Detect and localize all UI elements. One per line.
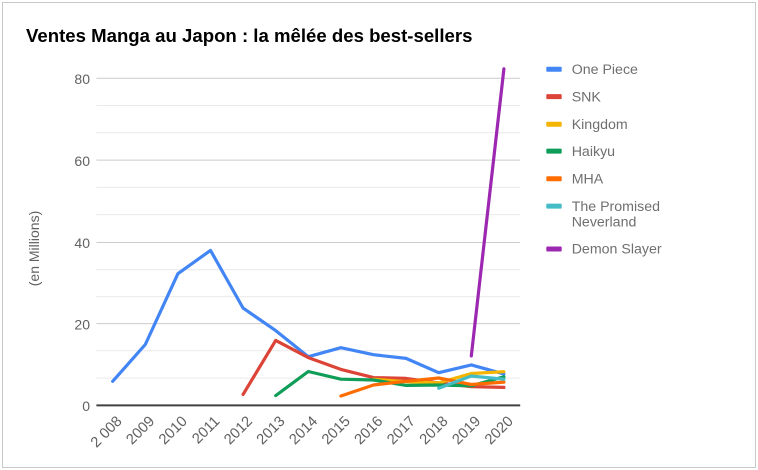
svg-text:0: 0 (82, 398, 90, 414)
svg-text:Demon Slayer: Demon Slayer (572, 242, 662, 258)
svg-text:Neverland: Neverland (572, 214, 637, 230)
svg-text:20: 20 (74, 316, 90, 332)
svg-text:Kingdom: Kingdom (572, 117, 628, 133)
svg-text:40: 40 (74, 235, 90, 251)
svg-text:60: 60 (74, 153, 90, 169)
svg-text:Haikyu: Haikyu (572, 144, 615, 160)
svg-text:2014: 2014 (287, 414, 322, 449)
svg-text:SNK: SNK (572, 89, 602, 105)
svg-text:(en Millions): (en Millions) (26, 211, 42, 286)
svg-text:2010: 2010 (156, 414, 191, 449)
svg-text:2009: 2009 (124, 414, 159, 449)
svg-text:MHA: MHA (572, 172, 604, 188)
svg-text:2019: 2019 (450, 414, 485, 449)
svg-text:2011: 2011 (190, 414, 224, 448)
svg-text:80: 80 (74, 71, 90, 87)
svg-text:The Promised: The Promised (572, 199, 660, 215)
svg-text:2018: 2018 (417, 414, 452, 449)
svg-text:2012: 2012 (221, 414, 256, 449)
svg-text:2 008: 2 008 (88, 414, 125, 451)
svg-text:2020: 2020 (482, 414, 517, 449)
svg-text:One Piece: One Piece (572, 62, 638, 78)
svg-text:2013: 2013 (254, 414, 289, 449)
svg-text:2015: 2015 (319, 414, 354, 449)
svg-text:2016: 2016 (352, 414, 387, 449)
svg-text:Ventes Manga au Japon : la mêl: Ventes Manga au Japon : la mêlée des bes… (26, 25, 472, 46)
svg-text:2017: 2017 (384, 414, 419, 449)
